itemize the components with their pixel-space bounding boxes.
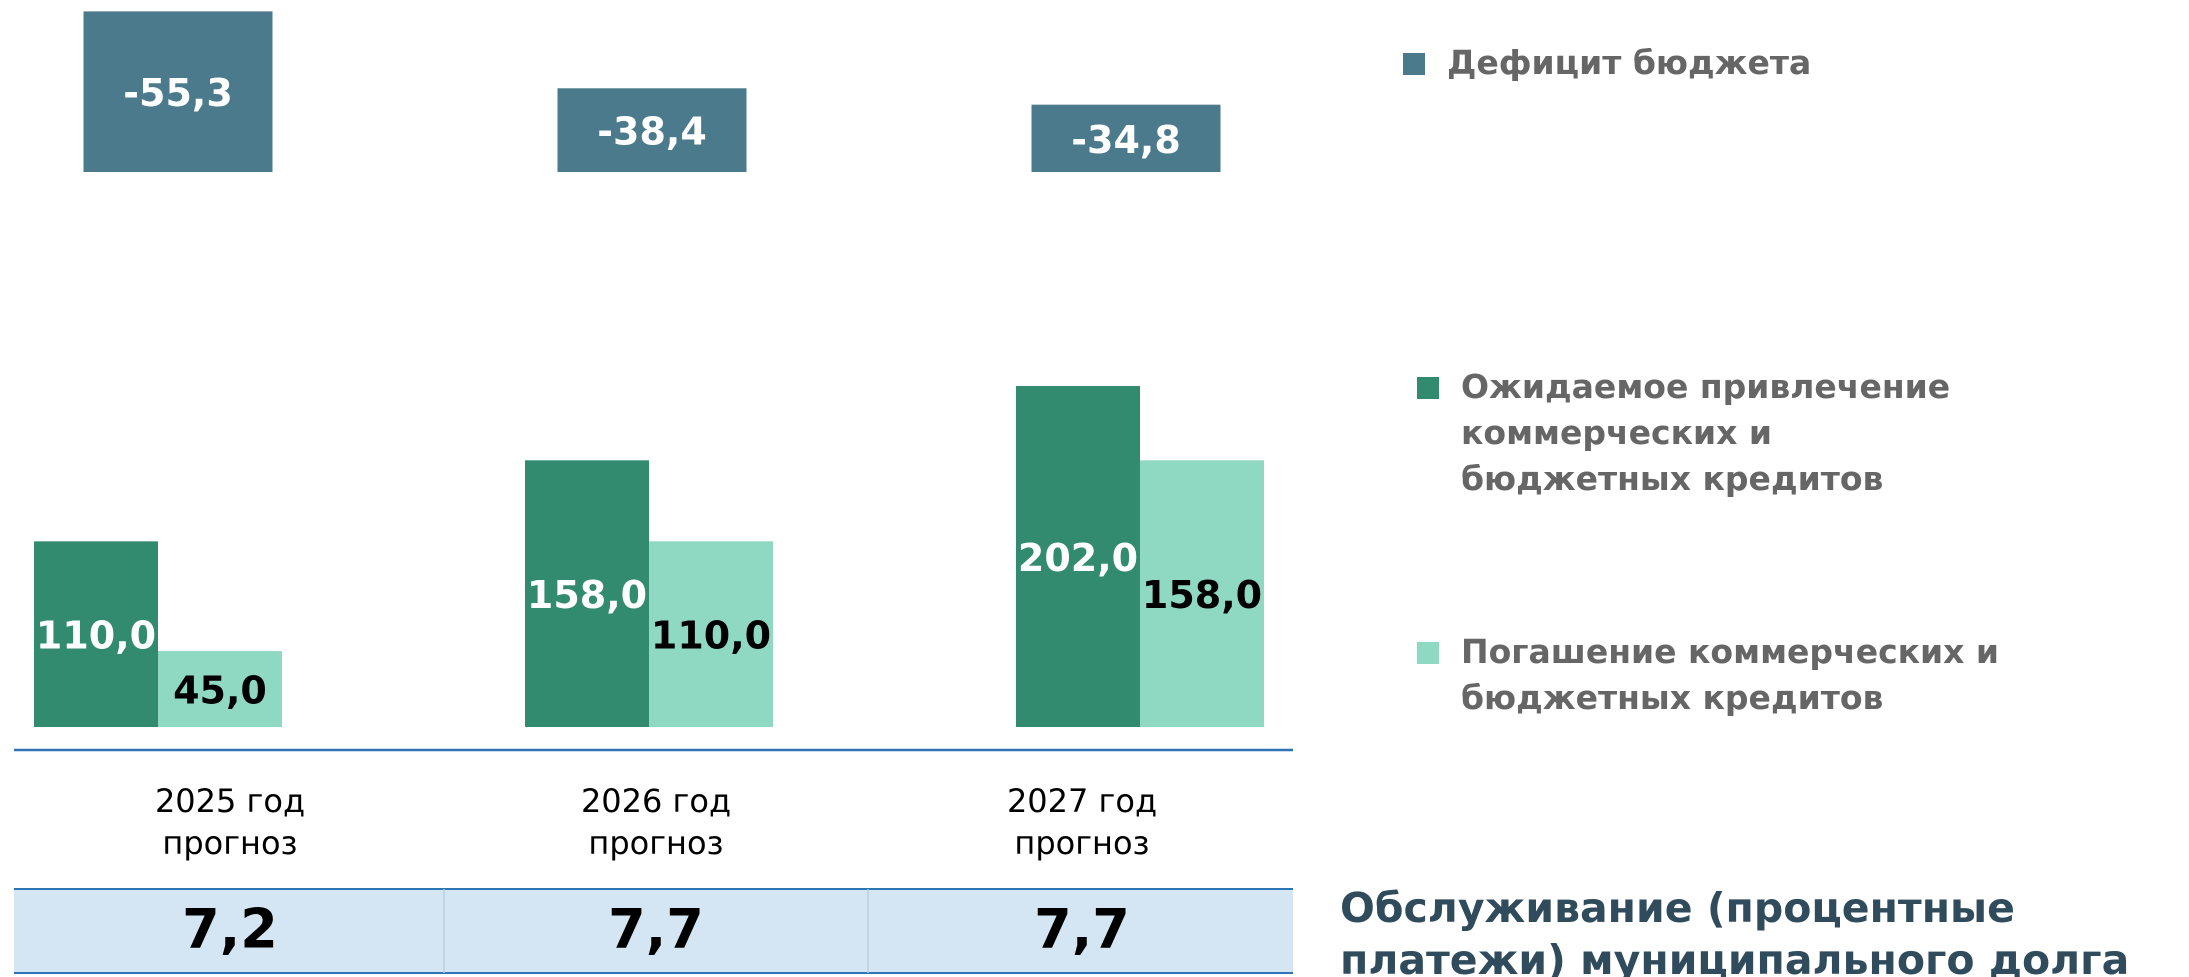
data-label: 45,0 <box>173 669 267 713</box>
data-label: -34,8 <box>1071 118 1181 162</box>
bar <box>649 541 773 727</box>
legend-swatch <box>1417 377 1439 399</box>
legend-item: Погашение коммерческих и бюджетных креди… <box>1417 629 2021 721</box>
bar <box>34 541 158 727</box>
table-cell: 7,2 <box>182 898 278 961</box>
legend-label: Ожидаемое привлечение коммерческих и бюд… <box>1461 367 1951 498</box>
x-tick-label: прогноз <box>162 824 297 862</box>
bar <box>1140 460 1264 727</box>
x-tick-label: прогноз <box>588 824 723 862</box>
bar <box>1016 386 1140 727</box>
bar <box>525 460 649 727</box>
bar <box>1031 104 1221 172</box>
legend-label: Дефицит бюджета <box>1447 43 1812 82</box>
data-label: 158,0 <box>1142 573 1262 617</box>
data-label: -38,4 <box>597 110 707 154</box>
legend-item: Дефицит бюджета <box>1403 40 2147 86</box>
legend-swatch <box>1403 53 1425 75</box>
x-tick-label: 2025 год <box>155 782 305 820</box>
legend-item: Ожидаемое привлечение коммерческих и бюд… <box>1417 364 2001 502</box>
bar <box>557 88 747 172</box>
table-cell: 7,7 <box>608 898 704 961</box>
data-label: 202,0 <box>1018 536 1138 580</box>
data-label: 110,0 <box>651 614 771 658</box>
table-band <box>14 889 1293 973</box>
x-tick-label: прогноз <box>1014 824 1149 862</box>
bar <box>83 11 273 173</box>
data-label: 110,0 <box>36 614 156 658</box>
bar <box>158 651 282 727</box>
x-tick-label: 2027 год <box>1007 782 1157 820</box>
table-title: Обслуживание (процентные платежи) муници… <box>1340 884 2130 977</box>
data-label: -55,3 <box>123 71 233 115</box>
data-label: 158,0 <box>527 573 647 617</box>
legend-label: Погашение коммерческих и бюджетных креди… <box>1461 632 2000 717</box>
legend-swatch <box>1417 642 1439 664</box>
table-cell: 7,7 <box>1034 898 1130 961</box>
x-tick-label: 2026 год <box>581 782 731 820</box>
